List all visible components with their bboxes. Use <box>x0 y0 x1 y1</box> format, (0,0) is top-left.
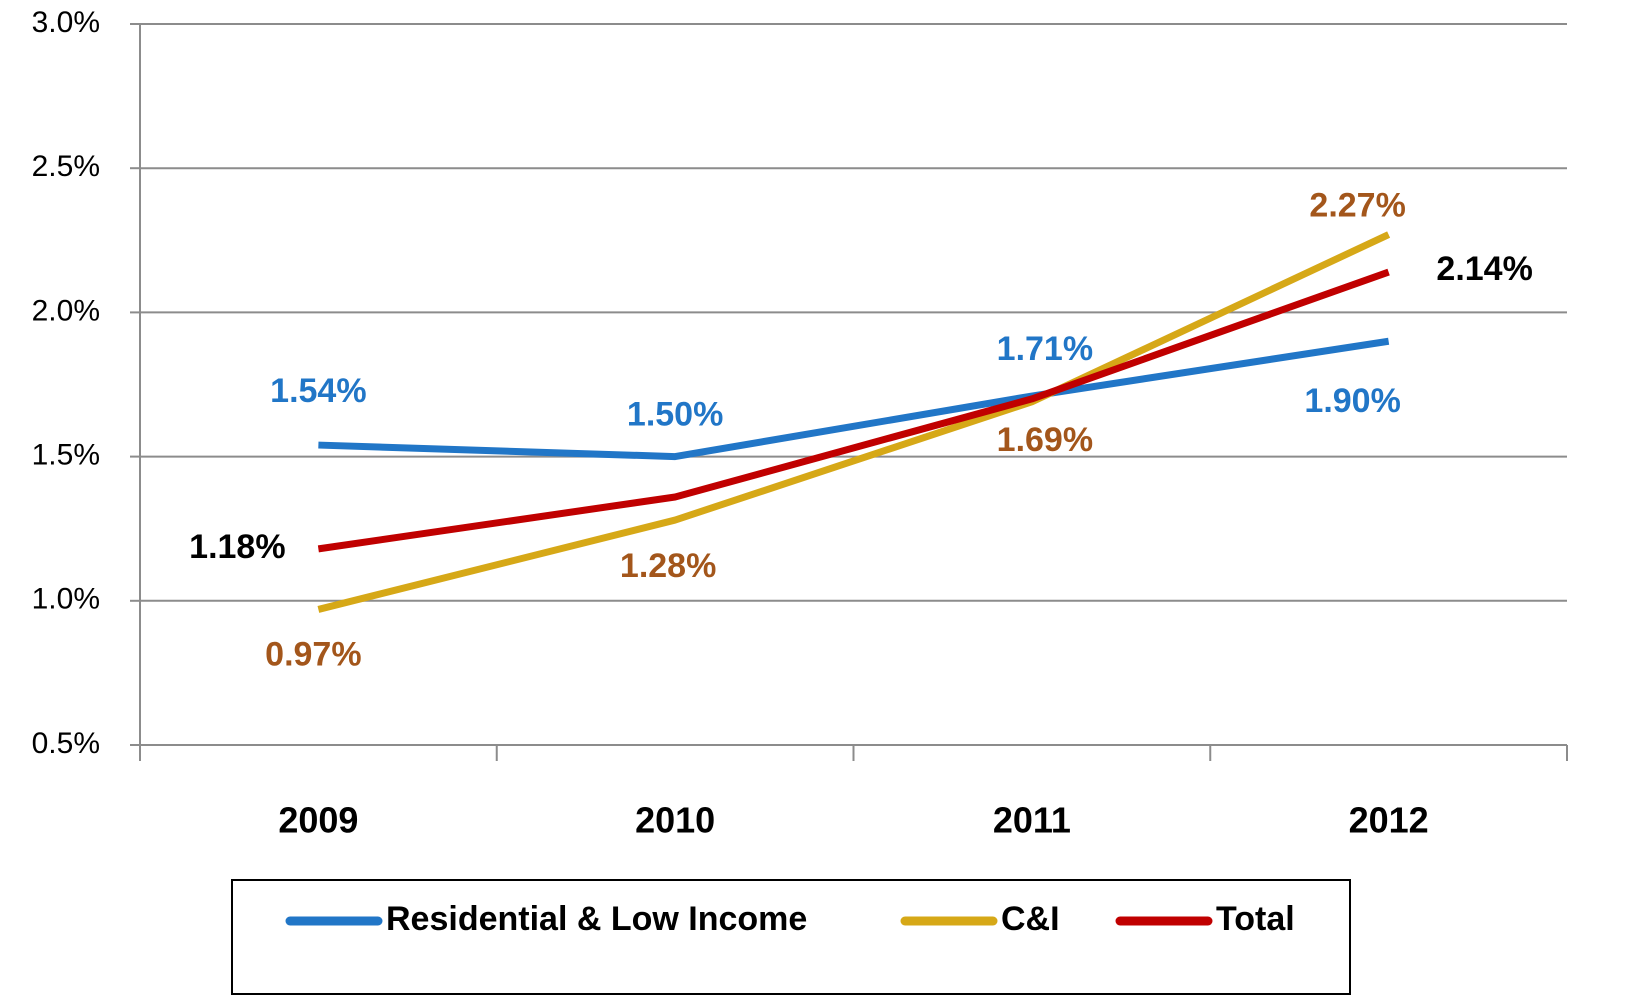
y-tick-label: 1.0% <box>32 583 100 616</box>
data-label: 0.97% <box>265 635 361 673</box>
y-tick-label: 3.0% <box>32 6 100 39</box>
x-tick-label: 2010 <box>635 800 715 841</box>
x-tick-label: 2011 <box>993 800 1071 841</box>
data-label: 2.14% <box>1436 250 1532 288</box>
data-label: 1.28% <box>620 547 716 585</box>
data-label: 1.90% <box>1304 382 1400 420</box>
y-tick-label: 0.5% <box>32 727 100 760</box>
series-line <box>317 231 1391 613</box>
series-line <box>318 337 1390 461</box>
x-tick-label: 2009 <box>278 800 358 841</box>
legend-label: C&I <box>1001 900 1060 938</box>
data-label: 2.27% <box>1309 187 1405 225</box>
y-tick-label: 2.5% <box>32 150 100 183</box>
data-label: 1.54% <box>270 372 366 410</box>
data-label: 1.71% <box>997 330 1093 368</box>
y-tick-label: 2.0% <box>32 294 100 327</box>
legend-label: Total <box>1216 900 1295 938</box>
x-tick-label: 2012 <box>1349 800 1429 841</box>
legend-label: Residential & Low Income <box>386 900 807 938</box>
data-label: 1.50% <box>627 396 723 434</box>
y-tick-label: 1.5% <box>32 439 100 472</box>
series-line <box>317 268 1390 553</box>
legend-box <box>231 879 1351 995</box>
data-label: 1.69% <box>997 421 1093 459</box>
data-label: 1.18% <box>189 528 285 566</box>
